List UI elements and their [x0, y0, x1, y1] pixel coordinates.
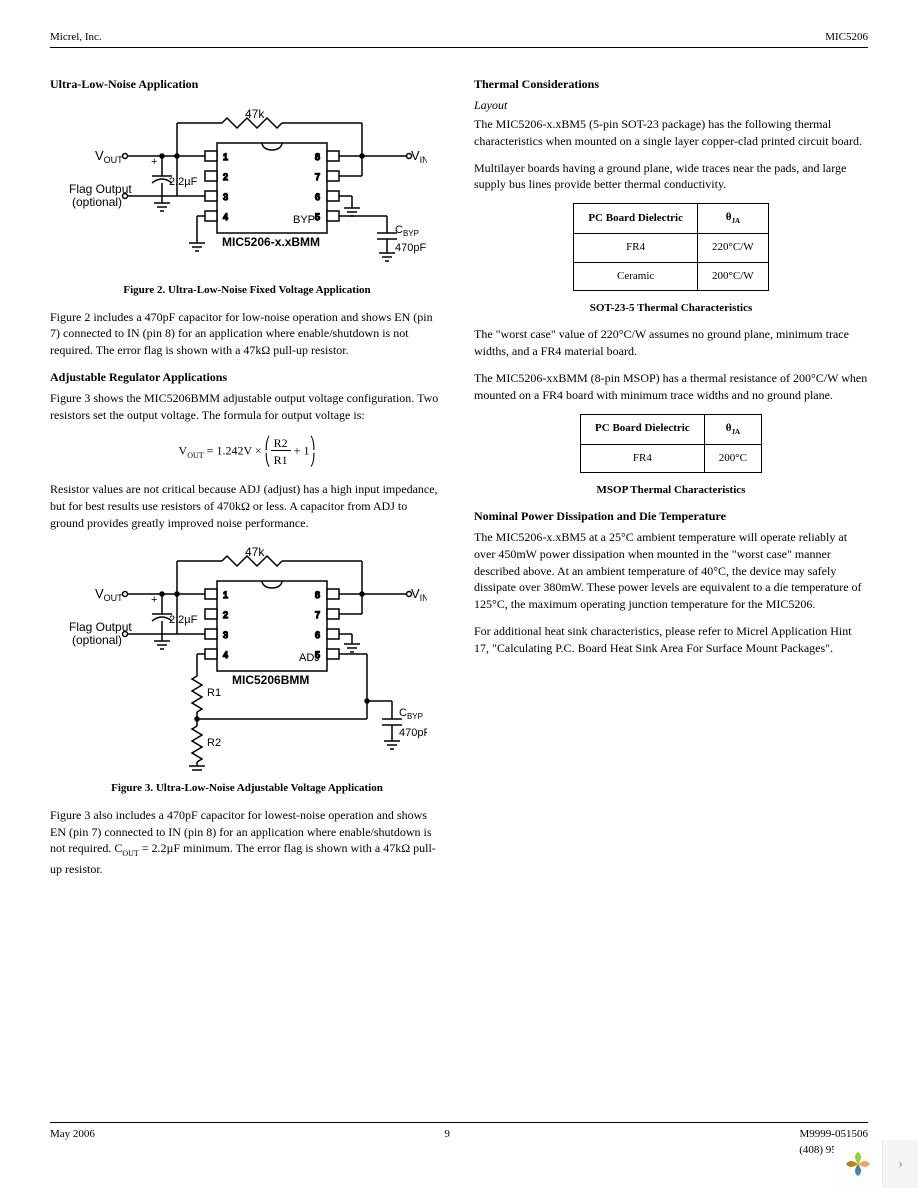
left-column: Ultra-Low-Noise Application 1 2 3 4	[50, 68, 444, 887]
paragraph-fig3-desc: Figure 3 also includes a 470pF capacitor…	[50, 807, 444, 878]
svg-text:CBYP: CBYP	[395, 224, 419, 238]
table-1-caption: SOT-23-5 Thermal Characteristics	[474, 301, 868, 316]
section-thermal: Thermal Considerations	[474, 76, 868, 93]
table-cell: 220°C/W	[698, 234, 769, 262]
svg-text:Flag Output: Flag Output	[69, 182, 132, 196]
subsection-layout: Layout	[474, 97, 868, 114]
chevron-right-icon[interactable]: ›	[882, 1140, 918, 1188]
svg-text:R1: R1	[207, 687, 221, 699]
svg-text:+: +	[151, 594, 157, 606]
svg-text:2: 2	[223, 172, 228, 182]
svg-text:VOUT: VOUT	[95, 586, 123, 603]
svg-text:3: 3	[223, 192, 228, 202]
svg-text:1: 1	[223, 152, 228, 162]
table-cell: 200°C	[704, 444, 761, 472]
paragraph-worst-case: The "worst case" value of 220°C/W assume…	[474, 326, 868, 360]
svg-text:VIN: VIN	[411, 586, 427, 603]
vout-formula: VOUT = 1.242V × ⎛⎝R2R1 + 1⎞⎠	[50, 435, 444, 469]
svg-text:470pF: 470pF	[399, 727, 427, 739]
svg-text:47k: 47k	[245, 545, 265, 559]
table-cell: FR4	[574, 234, 698, 262]
section-ultra-low-noise: Ultra-Low-Noise Application	[50, 76, 444, 93]
svg-text:8: 8	[315, 152, 320, 162]
figure-2-circuit: 1 2 3 4 8 7 6 5	[67, 103, 427, 273]
svg-text:470pF: 470pF	[395, 242, 426, 254]
paragraph-adj-intro: Figure 3 shows the MIC5206BMM adjustable…	[50, 390, 444, 424]
paragraph-resistor-note: Resistor values are not critical because…	[50, 481, 444, 531]
corner-widget: ›	[834, 1140, 918, 1188]
table-msop: PC Board Dielectric θJA FR4 200°C	[580, 414, 762, 473]
table-header-dielectric: PC Board Dielectric	[581, 414, 705, 444]
paragraph-fig2-desc: Figure 2 includes a 470pF capacitor for …	[50, 309, 444, 359]
svg-text:Flag Output: Flag Output	[69, 620, 132, 634]
svg-text:2.2µF: 2.2µF	[169, 614, 198, 626]
section-power-dissipation: Nominal Power Dissipation and Die Temper…	[474, 508, 868, 525]
right-column: Thermal Considerations Layout The MIC520…	[474, 68, 868, 887]
section-adjustable: Adjustable Regulator Applications	[50, 369, 444, 386]
svg-text:+: +	[151, 156, 157, 168]
table-header-theta: θJA	[704, 414, 761, 444]
svg-text:7: 7	[315, 610, 320, 620]
svg-text:R2: R2	[207, 737, 221, 749]
svg-text:6: 6	[315, 630, 320, 640]
svg-text:4: 4	[223, 650, 228, 660]
svg-text:8: 8	[315, 590, 320, 600]
main-content: Ultra-Low-Noise Application 1 2 3 4	[50, 68, 868, 887]
footer-page-number: 9	[444, 1127, 450, 1158]
svg-text:(optional): (optional)	[72, 195, 122, 209]
header-part-number: MIC5206	[825, 30, 868, 45]
table-sot23: PC Board Dielectric θJA FR4 220°C/W Cera…	[573, 203, 768, 291]
paragraph-power-1: The MIC5206-x.xBM5 at a 25°C ambient tem…	[474, 529, 868, 613]
pinwheel-icon[interactable]	[834, 1140, 882, 1188]
table-2-caption: MSOP Thermal Characteristics	[474, 483, 868, 498]
figure-3-circuit: 1 2 3 4 8 7 6 5	[67, 541, 427, 771]
svg-text:7: 7	[315, 172, 320, 182]
svg-text:VOUT: VOUT	[95, 148, 123, 165]
table-cell: FR4	[581, 444, 705, 472]
svg-text:6: 6	[315, 192, 320, 202]
header-company: Micrel, Inc.	[50, 30, 102, 45]
svg-text:2: 2	[223, 610, 228, 620]
page-footer: May 2006 9 M9999-051506 (408) 955-1690	[50, 1122, 868, 1158]
svg-text:2.2µF: 2.2µF	[169, 176, 198, 188]
svg-text:BYP: BYP	[293, 214, 315, 226]
svg-text:MIC5206BMM: MIC5206BMM	[232, 673, 309, 687]
table-header-theta: θJA	[698, 204, 769, 234]
svg-text:MIC5206-x.xBMM: MIC5206-x.xBMM	[222, 235, 320, 249]
page-header: Micrel, Inc. MIC5206	[50, 30, 868, 48]
svg-text:ADJ: ADJ	[299, 652, 320, 664]
svg-text:3: 3	[223, 630, 228, 640]
paragraph-thermal-2: Multilayer boards having a ground plane,…	[474, 160, 868, 194]
svg-text:CBYP: CBYP	[399, 707, 423, 721]
table-cell: 200°C/W	[698, 262, 769, 290]
figure-2-caption: Figure 2. Ultra-Low-Noise Fixed Voltage …	[50, 283, 444, 298]
svg-text:(optional): (optional)	[72, 633, 122, 647]
paragraph-thermal-1: The MIC5206-x.xBM5 (5-pin SOT-23 package…	[474, 116, 868, 150]
svg-text:47k: 47k	[245, 107, 265, 121]
paragraph-msop: The MIC5206-xxBMM (8-pin MSOP) has a the…	[474, 370, 868, 404]
table-cell: Ceramic	[574, 262, 698, 290]
svg-text:1: 1	[223, 590, 228, 600]
table-header-dielectric: PC Board Dielectric	[574, 204, 698, 234]
footer-date: May 2006	[50, 1127, 95, 1158]
svg-text:5: 5	[315, 212, 320, 222]
svg-text:VIN: VIN	[411, 148, 427, 165]
paragraph-power-2: For additional heat sink characteristics…	[474, 623, 868, 657]
svg-text:4: 4	[223, 212, 228, 222]
figure-3-caption: Figure 3. Ultra-Low-Noise Adjustable Vol…	[50, 781, 444, 796]
